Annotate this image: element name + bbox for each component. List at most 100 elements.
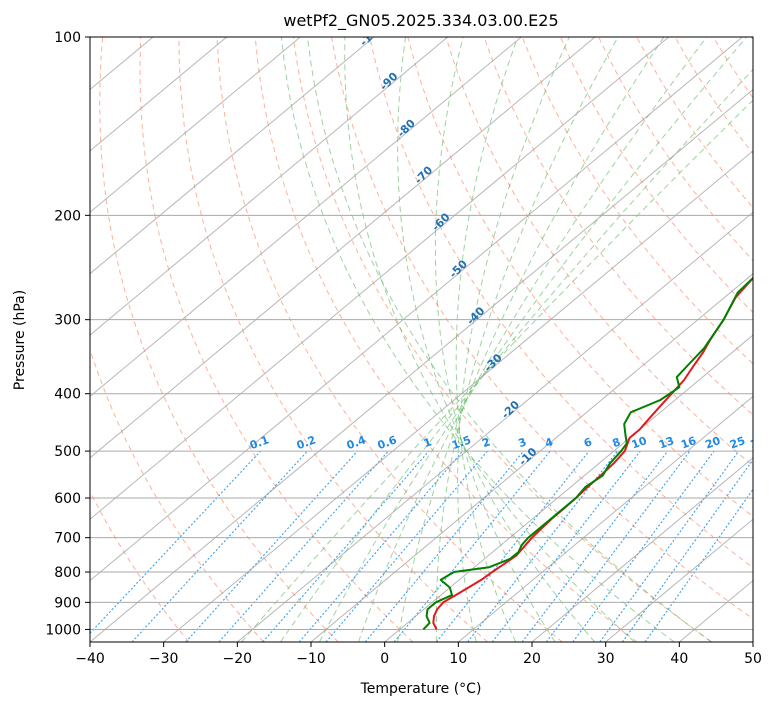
- x-tick-label: −10: [296, 651, 326, 667]
- mixing-ratio-label: 8: [611, 435, 623, 450]
- profile-line: [432, 276, 753, 630]
- isopleth-label-blue: -90: [377, 70, 400, 93]
- moist-adiabat-line: [280, 68, 753, 642]
- dry-adiabat-line: [254, 37, 638, 642]
- mixing-ratio-label: 16: [679, 434, 698, 452]
- mixing-ratio-line: [621, 458, 753, 642]
- dry-adiabat-line: [750, 37, 753, 41]
- mixing-ratio-line: [644, 488, 753, 642]
- dry-adiabat-line: [636, 37, 753, 209]
- mixing-ratio-label: 13: [657, 434, 676, 451]
- grid: [0, 37, 753, 642]
- mixing-ratio-line: [572, 450, 715, 642]
- isotherm-line: [90, 37, 669, 520]
- isotherm-line: [90, 37, 448, 336]
- moist-adiabat-line: [307, 37, 712, 642]
- mixing-ratio-label: 0.1: [248, 433, 271, 452]
- y-tick-label: 1000: [45, 622, 81, 638]
- x-tick-label: 0: [380, 651, 389, 667]
- isopleth-label-blue: -20: [499, 398, 522, 421]
- dry-adiabat-line: [292, 37, 712, 642]
- x-axis-label: Temperature (°C): [360, 681, 482, 697]
- y-tick-label: 400: [54, 387, 81, 403]
- isotherm-line: [605, 518, 753, 642]
- mixing-ratio-label: 4: [543, 435, 555, 450]
- dry-adiabat-line: [598, 37, 753, 262]
- isotherm-line: [752, 641, 753, 642]
- dry-adiabat-line: [90, 490, 190, 642]
- mixing-ratio-line: [218, 450, 389, 642]
- isotherm-line: [90, 37, 301, 213]
- dry-adiabat-line: [559, 37, 753, 314]
- mixing-ratio-label: 0.4: [345, 433, 368, 452]
- series-lines: [422, 276, 753, 631]
- mixing-ratio-label: 2: [480, 435, 492, 450]
- mixing-ratio-label: 0.6: [376, 433, 399, 452]
- mixing-ratio-label: 1: [422, 435, 434, 450]
- isopleth-label-blue: -100: [357, 20, 386, 49]
- isotherm-line: [679, 579, 753, 642]
- mixing-ratio-label: 1.5: [450, 433, 473, 452]
- y-axis-label: Pressure (hPa): [12, 290, 28, 390]
- x-tick-label: 50: [744, 651, 762, 667]
- mixing-ratio-line: [435, 450, 590, 642]
- mixing-ratio-label: 10: [630, 434, 649, 452]
- mixing-ratio-line: [131, 450, 308, 642]
- dry-adiabat-line: [712, 37, 753, 99]
- dry-adiabat-line: [90, 347, 264, 642]
- isopleth-label-blue: -70: [412, 163, 435, 186]
- x-tick-label: 30: [597, 651, 615, 667]
- moist-adiabat-line: [319, 37, 747, 642]
- mixing-ratio-line: [491, 450, 641, 642]
- moist-adiabat-line: [455, 37, 519, 642]
- mixing-ratio-line: [393, 450, 551, 642]
- dry-adiabat-line: [216, 37, 563, 642]
- mixing-ratio-line: [467, 450, 619, 642]
- dry-adiabat-line: [483, 37, 753, 416]
- isopleth-label-blue: -40: [464, 304, 487, 327]
- isotherm-line: [237, 211, 753, 642]
- moist-adiabat-line: [280, 37, 675, 642]
- mixing-ratio-label: 6: [582, 435, 594, 450]
- isotherm-line: [163, 150, 753, 642]
- moist-adiabat-line: [435, 37, 619, 642]
- background-lines: [90, 37, 753, 642]
- y-tick-label: 100: [54, 30, 81, 46]
- y-ticks: 100 200 300 400 500 600 700 800 900 1000: [45, 30, 90, 638]
- y-tick-label: 800: [54, 565, 81, 581]
- mixing-ratio-label: 20: [703, 434, 722, 452]
- x-tick-label: −40: [75, 651, 105, 667]
- mixing-ratio-line: [325, 450, 488, 642]
- mixing-ratio-label: 3: [517, 435, 529, 450]
- moist-adiabat-line: [358, 37, 708, 642]
- isopleth-label-blue: -50: [447, 257, 470, 280]
- dry-adiabat-line: [139, 37, 414, 642]
- dry-adiabat-line: [178, 37, 488, 642]
- x-ticks: −40 −30 −20 −10 0 10 20 30 40 50: [75, 642, 762, 667]
- y-tick-label: 500: [54, 444, 81, 460]
- isotherm-line: [384, 334, 753, 642]
- profile-line: [422, 276, 753, 631]
- moist-adiabat-line: [457, 37, 570, 642]
- isotherm-line: [90, 37, 596, 459]
- isotherm-line: [90, 37, 522, 398]
- mixing-ratio-label: 0.2: [295, 433, 318, 452]
- x-tick-label: 40: [670, 651, 688, 667]
- dry-adiabat-line: [445, 37, 753, 467]
- mixing-ratio-line: [364, 450, 525, 642]
- dry-adiabat-line: [331, 37, 753, 620]
- mixing-ratio-line: [521, 450, 669, 642]
- moist-adiabat-line: [434, 37, 556, 642]
- x-tick-label: 10: [449, 651, 467, 667]
- mixing-ratio-line: [599, 450, 740, 642]
- y-tick-label: 600: [54, 491, 81, 507]
- isotherm-line: [0, 37, 6, 642]
- mixing-ratio-line: [298, 450, 464, 642]
- moist-adiabat-line: [397, 37, 665, 642]
- mixing-ratio-label: 36: [769, 434, 775, 452]
- isotherm-line: [531, 457, 753, 642]
- y-tick-label: 200: [54, 208, 81, 224]
- y-tick-label: 300: [54, 313, 81, 329]
- isotherm-line: [90, 88, 753, 642]
